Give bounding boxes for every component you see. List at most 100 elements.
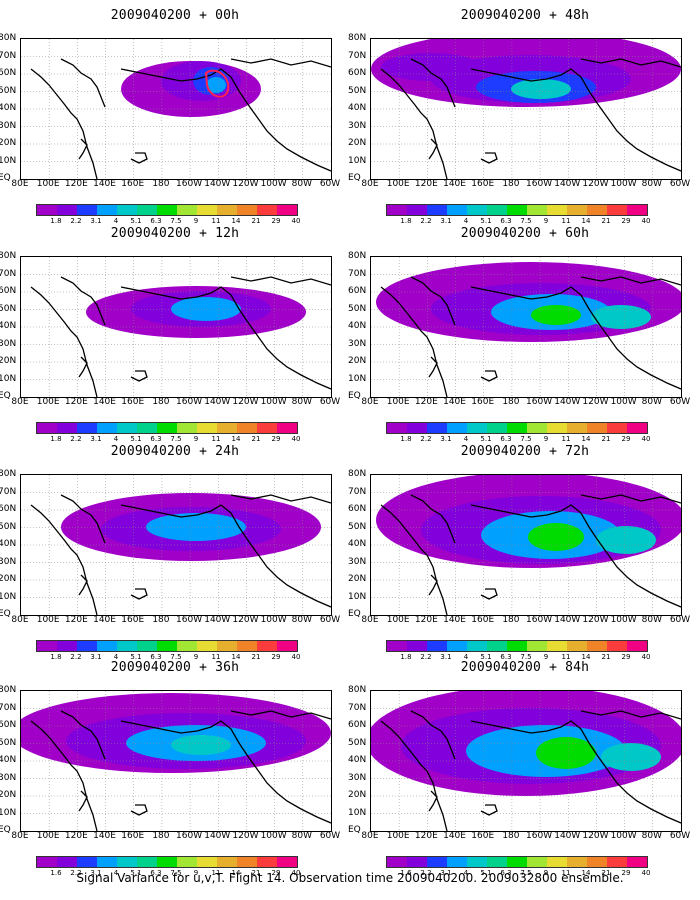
coastline [120,720,331,824]
variance-shading [146,513,246,541]
colorbar-swatch [407,423,427,433]
latitude-tick-label: 80N [348,251,367,261]
longitude-tick-label: 120E [64,397,88,407]
longitude-tick-label: 80W [641,179,662,189]
longitude-tick-label: 60W [319,179,341,189]
colorbar-swatch [627,423,647,433]
colorbar-swatch [567,857,587,867]
colorbar-swatch [527,423,547,433]
variance-shading [601,743,661,771]
latitude-tick-label: 60N [348,720,367,730]
colorbar-label: 4 [463,653,469,661]
colorbar-label: 40 [291,869,301,877]
colorbar-swatch [527,641,547,651]
longitude-tick-label: 100E [386,397,410,407]
longitude-tick-label: 140W [554,615,581,625]
longitude-tick-label: 120W [232,615,259,625]
longitude-tick-label: 160W [176,831,203,841]
variance-map [371,691,681,831]
colorbar-swatch [507,641,527,651]
longitude-tick-label: 180 [152,397,170,407]
colorbar-swatch [137,423,157,433]
colorbar-label: 14 [231,435,241,443]
latitude-tick-label: EQ [0,173,11,183]
forecast-panel: 2009040200 + 00h 80N 70N 60N 50N 40N 30N 20N 10… [0,8,350,225]
colorbar-swatch [217,641,237,651]
colorbar [36,204,298,216]
coastline [410,276,456,326]
map-frame [20,256,332,398]
colorbar-swatch [627,641,647,651]
colorbar-label: 40 [291,217,301,225]
longitude-tick-label: 100W [610,831,637,841]
coastline [428,356,438,378]
longitude-tick-label: 60W [669,397,691,407]
figure-caption: Signal Variance for u,v,T. Flight 14. Ob… [76,871,624,885]
colorbar-label: 1.8 [400,653,412,661]
colorbar-swatch [57,857,77,867]
colorbar-label: 1.8 [50,653,62,661]
panel-title: 2009040200 + 48h [460,8,590,23]
colorbar-label: 1.8 [50,435,62,443]
coastline [130,804,148,816]
colorbar-label: 11 [211,869,221,877]
latitude-tick-label: 20N [348,790,367,800]
coastline [428,790,438,812]
colorbar-swatch [77,857,97,867]
latitude-tick-label: 70N [0,702,17,713]
colorbar-label: 1.8 [50,217,62,225]
colorbar-swatch [467,857,487,867]
latitude-tick-label: 20N [348,356,367,366]
colorbar-label: 21 [251,653,261,661]
coastline [410,58,456,108]
longitude-tick-label: 120W [582,615,609,625]
longitude-tick-label: 140E [443,615,466,625]
longitude-tick-label: 160W [176,179,203,189]
longitude-tick-label: 180 [502,397,520,407]
colorbar-label: 4 [113,435,119,443]
latitude-tick-label: 10N [0,373,17,384]
coastline [120,68,331,172]
coastline [30,286,98,397]
variance-shading [511,79,571,99]
latitude-tick-label: 30N [0,772,17,783]
colorbar-label: 6.3 [150,435,162,443]
map-frame [20,690,332,832]
panel-title: 2009040200 + 36h [110,660,240,675]
latitude-tick-label: 80N [348,685,367,695]
colorbar-label: 5.1 [480,217,492,225]
longitude-tick-label: 60W [319,831,341,841]
colorbar-label: 40 [641,869,651,877]
colorbar-swatch [627,857,647,867]
colorbar-swatch [427,423,447,433]
coastline [230,276,331,286]
longitude-tick-label: 80W [641,397,662,407]
colorbar-label: 7.5 [170,869,182,877]
colorbar-label: 7.5 [170,653,182,661]
colorbar-swatch [567,205,587,215]
latitude-tick-label: 10N [0,807,17,818]
latitude-tick-label: 80N [0,33,17,43]
colorbar-label: 6.3 [500,869,512,877]
longitude-tick-label: 100W [260,179,287,189]
colorbar [36,856,298,868]
coastline [120,504,331,608]
longitude-tick-label: 160W [526,615,553,625]
colorbar-swatch [567,641,587,651]
colorbar-label: 1.6 [50,869,62,877]
colorbar-swatch [177,423,197,433]
colorbar-swatch [547,423,567,433]
colorbar-swatch [277,641,297,651]
observation-region-outline [204,69,230,98]
forecast-panel: 2009040200 + 60h 80N 70N 60N 50N 40N 30N 20N 10… [348,226,700,443]
latitude-tick-label: 60N [348,286,367,296]
longitude-tick-label: 80W [641,615,662,625]
colorbar-label: 11 [561,869,571,877]
colorbar-label: 14 [231,869,241,877]
colorbar [386,204,648,216]
longitude-tick-label: 140W [204,397,231,407]
colorbar-label: 5.1 [130,217,142,225]
colorbar-label: 9 [543,435,549,443]
latitude-tick-label: 50N [0,737,17,748]
colorbar-swatch [37,205,57,215]
